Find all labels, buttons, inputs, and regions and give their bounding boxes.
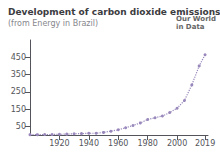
svg-text:450: 450 xyxy=(11,53,26,62)
svg-text:in Data: in Data xyxy=(176,23,205,31)
svg-text:2000: 2000 xyxy=(167,139,187,148)
svg-text:1920: 1920 xyxy=(49,139,69,148)
svg-text:150: 150 xyxy=(11,105,26,114)
svg-text:Our World: Our World xyxy=(176,15,216,23)
svg-text:250: 250 xyxy=(11,87,26,96)
svg-text:Development of carbon dioxide: Development of carbon dioxide emissions xyxy=(8,7,220,17)
svg-text:1980: 1980 xyxy=(138,139,158,148)
svg-text:2019: 2019 xyxy=(195,139,215,148)
svg-text:50: 50 xyxy=(16,122,26,131)
svg-text:350: 350 xyxy=(11,70,26,79)
svg-text:1940: 1940 xyxy=(79,139,99,148)
svg-text:1960: 1960 xyxy=(108,139,128,148)
svg-text:(from Energy in Brazil): (from Energy in Brazil) xyxy=(8,19,98,28)
